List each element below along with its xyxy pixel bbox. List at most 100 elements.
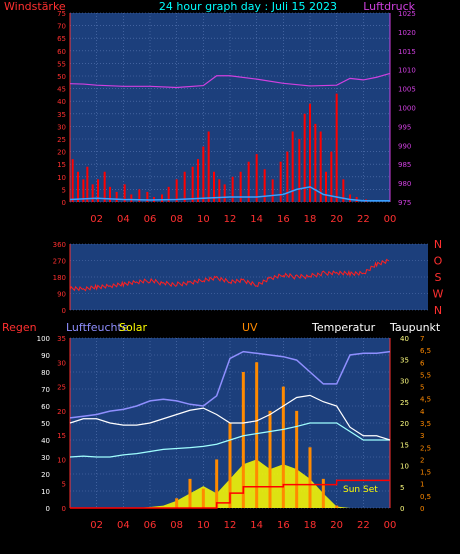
direction-tick-label: 270 [53,258,66,266]
humidity-tick-label: 90 [41,352,50,360]
uv-label: UV [242,321,258,334]
uv-tick-label: 2,5 [420,444,431,452]
humidity-tick-label: 40 [41,437,50,445]
temperature-tick-label: 0 [400,505,404,513]
pressure-tick-label: 980 [398,180,411,188]
wind-tick-label: 15 [57,161,66,169]
pressure-tick-label: 975 [398,199,411,207]
plot-area-2 [70,244,428,310]
x-tick-label: 04 [117,520,130,531]
x-tick-label: 00 [384,520,397,531]
x-tick-label: 20 [330,214,343,225]
temperature-tick-label: 25 [400,399,409,407]
x-tick-label: 06 [144,214,157,225]
temperature-tick-label: 40 [400,335,409,343]
rain-line [70,479,390,509]
humidity-tick-label: 10 [41,488,50,496]
uv-tick-label: 3,5 [420,420,431,428]
uv-tick-label: 2 [420,456,424,464]
humidity-tick-label: 80 [41,369,50,377]
direction-tick-label: 90 [57,291,66,299]
humidity-tick-label: 0 [46,505,50,513]
uv-tick-label: 0,5 [420,493,431,501]
compass-label: N [434,304,442,317]
humidity-tick-label: 20 [41,471,50,479]
wind-tick-label: 60 [57,48,66,56]
rain-label: Regen [2,321,37,334]
humidity-tick-label: 100 [37,335,50,343]
x-tick-label: 08 [170,214,183,225]
temperature-tick-label: 5 [400,484,404,492]
direction-tick-label: 360 [53,241,66,249]
wind-axis-title: Windstärke [4,0,66,13]
temperatur-line [69,394,391,441]
solar-tick-label: 0 [62,505,66,513]
uv-tick-label: 0 [420,505,424,513]
solar-tick-label: 20 [57,408,66,416]
x-tick-label: 00 [384,214,397,225]
pressure-tick-label: 985 [398,161,411,169]
wind-direction-panel: 0 N 90 W 180 S 270 O 360 N [53,238,444,317]
wind-avg-line [69,186,390,202]
x-tick-label: 14 [250,520,263,531]
wind-tick-label: 5 [62,186,66,194]
uv-tick-label: 1,5 [420,469,431,477]
temperature-tick-label: 30 [400,378,409,386]
chart-title: 24 hour graph day : Juli 15 2023 [159,0,337,13]
direction-tick-label: 0 [62,307,66,315]
solar-tick-label: 30 [57,359,66,367]
temperature-tick-label: 20 [400,420,409,428]
x-tick-label: 08 [170,520,183,531]
wind-tick-label: 20 [57,149,66,157]
humidity-tick-label: 30 [41,454,50,462]
wind-tick-label: 30 [57,123,66,131]
x-tick-label: 20 [330,520,343,531]
x-tick-label: 02 [90,214,103,225]
pressure-tick-label: 1025 [398,10,416,18]
x-tick-label: 22 [357,520,370,531]
uv-tick-label: 7 [420,335,424,343]
wind-tick-label: 40 [57,98,66,106]
humidity-tick-label: 60 [41,403,50,411]
pressure-tick-label: 995 [398,123,411,131]
pressure-line [69,72,391,89]
solar-tick-label: 15 [57,432,66,440]
x-tick-label: 12 [224,214,237,225]
pressure-axis-title: Luftdruck [363,0,415,13]
pressure-tick-label: 1020 [398,29,416,37]
x-tick-label: 04 [117,214,130,225]
wind-tick-label: 50 [57,73,66,81]
pressure-tick-label: 1005 [398,86,416,94]
uv-tick-label: 6 [420,359,425,367]
compass-label: N [434,238,442,251]
sunset-label: Sun Set [343,485,378,495]
dewpoint-label: Taupunkt [389,321,441,334]
x-tick-label: 10 [197,214,210,225]
pressure-tick-label: 990 [398,142,411,150]
solar-tick-label: 25 [57,384,66,392]
compass-label: O [434,255,443,268]
weather-panel: 0102030405060708090100051015202530350510… [37,335,432,531]
wind-tick-label: 55 [57,60,66,68]
taupunkt-line [69,422,390,458]
x-tick-label: 10 [197,520,210,531]
temperature-tick-label: 15 [400,441,409,449]
compass-label: W [433,288,444,301]
wind-pressure-panel: 0510152025303540455055606570759759809859… [57,10,416,225]
compass-label: S [435,271,442,284]
wind-tick-label: 0 [62,199,66,207]
solar-tick-label: 35 [57,335,66,343]
pressure-tick-label: 1010 [398,67,416,75]
x-tick-label: 18 [304,520,317,531]
uv-tick-label: 1 [420,481,424,489]
uv-tick-label: 5 [420,384,424,392]
uv-tick-label: 6,5 [420,347,431,355]
solar-tick-label: 5 [62,481,66,489]
pressure-tick-label: 1000 [398,105,416,113]
x-tick-label: 22 [357,214,370,225]
plot-area-1 [70,13,390,202]
uv-tick-label: 5,5 [420,371,431,379]
x-tick-label: 16 [277,214,290,225]
wind-tick-label: 25 [57,136,66,144]
